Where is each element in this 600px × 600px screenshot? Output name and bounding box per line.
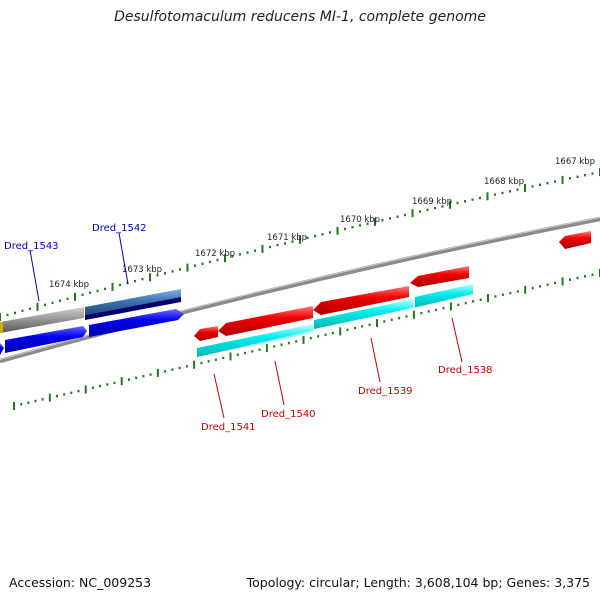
- kbp-label-1667: 1667 kbp: [555, 157, 595, 167]
- label-dred-1539[interactable]: Dred_1539: [358, 386, 413, 397]
- genome-backbone: [0, 216, 600, 364]
- kbp-label-1671: 1671 kbp: [267, 233, 307, 243]
- reverse-cds-track: [194, 231, 591, 341]
- leader-dred-1539: [370, 337, 381, 383]
- cds-arrow-dred-1539[interactable]: [313, 286, 409, 315]
- cds-arrow-partial[interactable]: [0, 343, 4, 355]
- cds-arrow-dred-1541[interactable]: [194, 326, 218, 341]
- leader-dred-1542: [118, 232, 129, 285]
- accession-text: Accession: NC_009253: [9, 575, 152, 590]
- leader-dred-1538: [451, 317, 463, 363]
- cds-arrow-dred-1538[interactable]: [410, 266, 469, 287]
- gene-bar-dred-1539[interactable]: [314, 299, 413, 329]
- kbp-label-1668: 1668 kbp: [484, 177, 524, 187]
- leader-dred-1541: [213, 373, 225, 419]
- label-dred-1541[interactable]: Dred_1541: [201, 422, 256, 433]
- map-title: Desulfotomaculum reducens MI-1, complete…: [114, 9, 486, 25]
- kbp-label-1674: 1674 kbp: [49, 280, 89, 290]
- inner-tick-track: [13, 269, 600, 410]
- kbp-label-1673: 1673 kbp: [122, 265, 162, 275]
- cds-arrow-dred-1542[interactable]: [89, 309, 184, 337]
- label-dred-1542[interactable]: Dred_1542: [92, 223, 147, 234]
- outer-tick-track: [0, 168, 600, 321]
- genome-summary-text: Topology: circular; Length: 3,608,104 bp…: [246, 575, 590, 590]
- kbp-label-1670: 1670 kbp: [340, 215, 380, 225]
- label-dred-1538[interactable]: Dred_1538: [438, 365, 493, 376]
- gene-bar-dred-1542[interactable]: [85, 289, 181, 315]
- label-dred-1540[interactable]: Dred_1540: [261, 409, 316, 420]
- forward-cds-track: [0, 309, 184, 355]
- label-dred-1543[interactable]: Dred_1543: [4, 241, 59, 252]
- reverse-gene-track: [197, 284, 473, 360]
- cds-arrow-right-edge[interactable]: [559, 231, 591, 249]
- cds-arrow-dred-1540[interactable]: [218, 306, 313, 336]
- leader-dred-1543: [29, 249, 40, 302]
- gene-bar-dred-1543[interactable]: [0, 307, 84, 333]
- kbp-label-1672: 1672 kbp: [195, 249, 235, 259]
- leader-dred-1540: [274, 360, 285, 406]
- kbp-label-1669: 1669 kbp: [412, 197, 452, 207]
- gene-bar-dred-1538[interactable]: [415, 284, 473, 308]
- forward-gene-track: [0, 289, 181, 333]
- cds-arrow-dred-1543[interactable]: [5, 326, 87, 353]
- gene-bar-dred-1541-1540[interactable]: [197, 324, 313, 357]
